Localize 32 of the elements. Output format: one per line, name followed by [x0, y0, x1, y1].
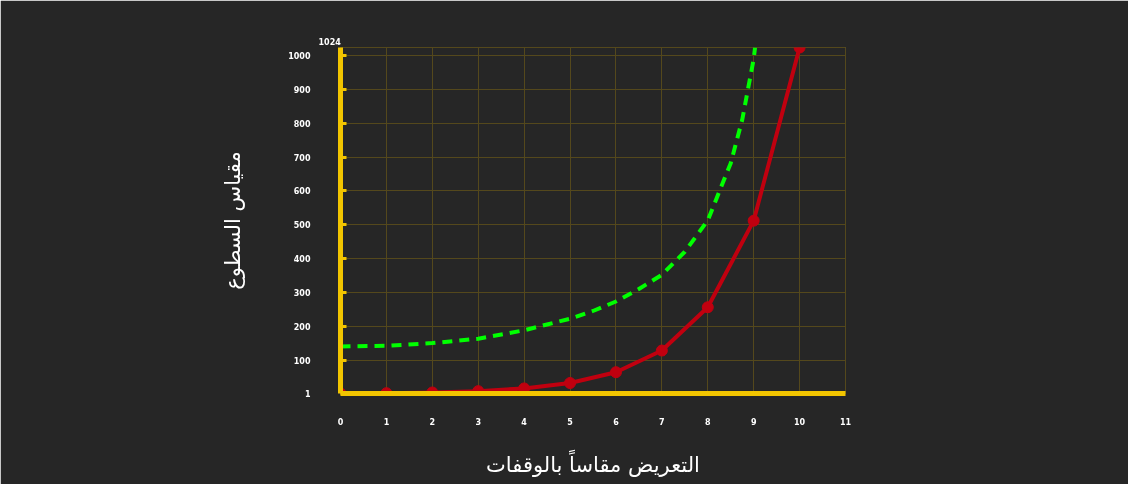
x-tick-label: 10 — [794, 417, 806, 427]
x-axis-title: التعريض مقاساً بالوقفات — [486, 448, 700, 477]
point — [701, 301, 714, 314]
y-tick-label: 100 — [293, 356, 311, 366]
y-tick-label: 400 — [293, 255, 311, 265]
x-tick-label: 0 — [337, 417, 344, 427]
y-axis-title: مقياس السطوع — [221, 151, 246, 290]
y-tick-label: 700 — [293, 153, 311, 163]
y-tick-label: 1000 — [288, 52, 311, 62]
x-tick-label: 4 — [521, 417, 528, 427]
line-series — [340, 47, 758, 349]
x-tick-label: 9 — [750, 417, 757, 427]
x-tick-label: 8 — [704, 417, 711, 427]
point — [655, 344, 668, 357]
y-tick-label: 500 — [293, 221, 311, 231]
x-tick-label: 6 — [613, 417, 620, 427]
y-tick-label: 200 — [293, 322, 311, 332]
y-tick-label: 1 — [304, 390, 311, 399]
y-tick-label: 300 — [293, 288, 311, 298]
point — [564, 377, 577, 389]
x-tick-label: 2 — [429, 417, 436, 427]
x-tick-label: 11 — [839, 417, 852, 427]
y-tick-label: 900 — [293, 85, 311, 95]
x-tick-label: 5 — [567, 417, 574, 427]
x-tick-label: 1 — [383, 417, 390, 427]
point — [609, 366, 622, 379]
y-tick-label: 600 — [293, 187, 311, 197]
text: 1024 — [318, 37, 342, 47]
x-tick-label: 3 — [475, 417, 482, 427]
x-tick-label: 7 — [659, 417, 665, 427]
y-tick-label: 800 — [293, 119, 311, 129]
point — [747, 214, 760, 227]
